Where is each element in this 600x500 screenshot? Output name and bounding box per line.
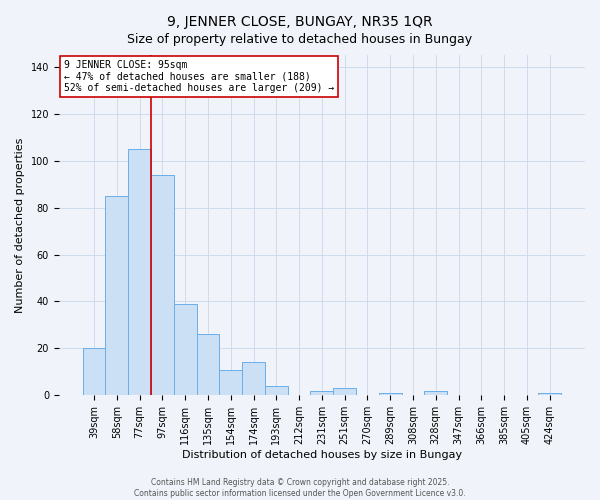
Text: Contains HM Land Registry data © Crown copyright and database right 2025.
Contai: Contains HM Land Registry data © Crown c… — [134, 478, 466, 498]
Text: 9 JENNER CLOSE: 95sqm
← 47% of detached houses are smaller (188)
52% of semi-det: 9 JENNER CLOSE: 95sqm ← 47% of detached … — [64, 60, 334, 94]
Bar — [106, 196, 128, 396]
Y-axis label: Number of detached properties: Number of detached properties — [15, 138, 25, 313]
Bar — [128, 149, 151, 396]
Bar — [538, 393, 561, 396]
Bar — [424, 390, 447, 396]
Bar — [379, 393, 401, 396]
Text: Size of property relative to detached houses in Bungay: Size of property relative to detached ho… — [127, 32, 473, 46]
Bar — [310, 390, 333, 396]
Text: 9, JENNER CLOSE, BUNGAY, NR35 1QR: 9, JENNER CLOSE, BUNGAY, NR35 1QR — [167, 15, 433, 29]
Bar — [83, 348, 106, 396]
Bar — [265, 386, 288, 396]
Bar — [174, 304, 197, 396]
Bar — [333, 388, 356, 396]
Bar — [151, 174, 174, 396]
Bar — [197, 334, 220, 396]
X-axis label: Distribution of detached houses by size in Bungay: Distribution of detached houses by size … — [182, 450, 462, 460]
Bar — [242, 362, 265, 396]
Bar — [220, 370, 242, 396]
